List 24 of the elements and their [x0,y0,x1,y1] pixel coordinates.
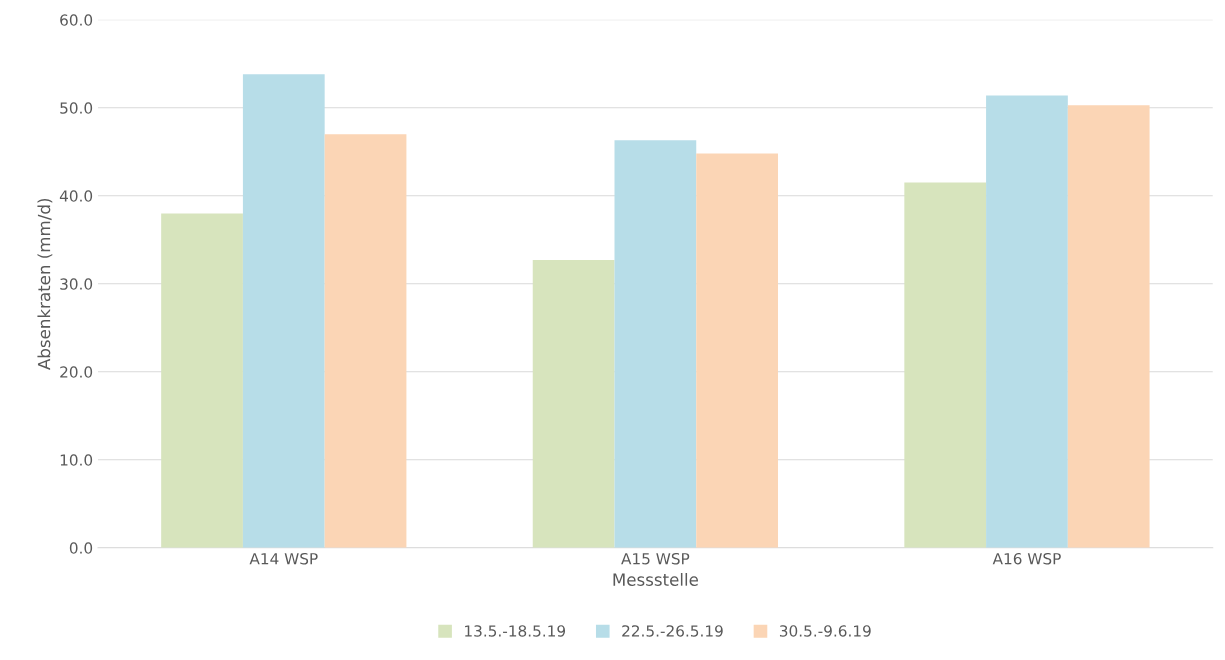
bar [242,74,325,548]
y-tick-label: 60.0 [60,14,93,26]
y-tick-label: 20.0 [60,366,93,378]
x-axis-title: Messstelle [613,573,698,586]
legend-label: 30.5.-9.6.19 [779,625,871,637]
x-tick-label: A16 WSP [992,552,1061,565]
bar [1067,105,1150,548]
y-tick-label: 40.0 [59,190,93,202]
y-tick-label: 10.0 [60,454,93,466]
x-tick-label: A14 WSP [249,552,318,565]
y-tick-label: 50.0 [60,102,93,114]
legend-label: 13.5.-18.5.19 [465,625,566,637]
bar [161,213,243,548]
bar [614,140,697,548]
bar [696,153,778,548]
legend-label: 22.5.-26.5.19 [622,625,723,637]
bar [986,95,1068,548]
bar [324,134,407,548]
x-tick-label: A15 WSP [621,552,690,565]
bar [532,260,615,548]
y-tick-label: 30.0 [60,278,93,290]
y-tick-label: 0.0 [69,542,93,554]
bar [904,182,987,548]
y-axis-title: Absenkraten (mm/d) [37,198,53,370]
